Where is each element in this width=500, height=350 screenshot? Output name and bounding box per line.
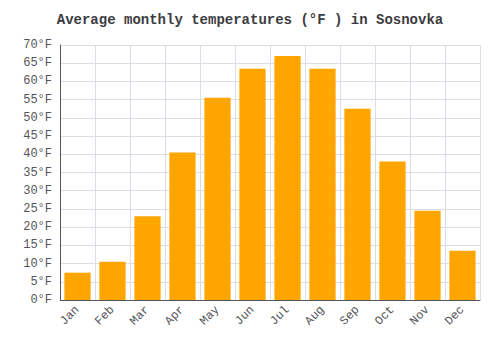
svg-text:Jul: Jul (267, 303, 292, 328)
svg-text:Aug: Aug (302, 303, 327, 328)
svg-text:10°F: 10°F (23, 257, 52, 271)
svg-text:55°F: 55°F (23, 93, 52, 107)
svg-text:15°F: 15°F (23, 238, 52, 252)
svg-text:Mar: Mar (127, 303, 152, 328)
svg-text:Feb: Feb (92, 303, 117, 328)
svg-text:Average monthly temperatures (: Average monthly temperatures (°F ) in So… (57, 12, 444, 28)
svg-text:50°F: 50°F (23, 111, 52, 125)
svg-text:25°F: 25°F (23, 202, 52, 216)
svg-text:45°F: 45°F (23, 129, 52, 143)
svg-text:65°F: 65°F (23, 56, 52, 70)
svg-text:May: May (197, 303, 222, 328)
svg-text:35°F: 35°F (23, 166, 52, 180)
svg-text:Jan: Jan (57, 303, 82, 328)
svg-text:Dec: Dec (442, 303, 467, 328)
svg-text:5°F: 5°F (30, 275, 52, 289)
svg-text:70°F: 70°F (23, 38, 52, 52)
svg-text:Sep: Sep (337, 303, 362, 328)
svg-text:40°F: 40°F (23, 147, 52, 161)
svg-text:Oct: Oct (372, 303, 397, 328)
svg-text:Jun: Jun (232, 303, 257, 328)
svg-text:20°F: 20°F (23, 220, 52, 234)
svg-text:Apr: Apr (162, 303, 187, 328)
svg-text:60°F: 60°F (23, 74, 52, 88)
svg-text:0°F: 0°F (30, 293, 52, 307)
svg-text:30°F: 30°F (23, 184, 52, 198)
svg-text:Nov: Nov (407, 303, 432, 328)
